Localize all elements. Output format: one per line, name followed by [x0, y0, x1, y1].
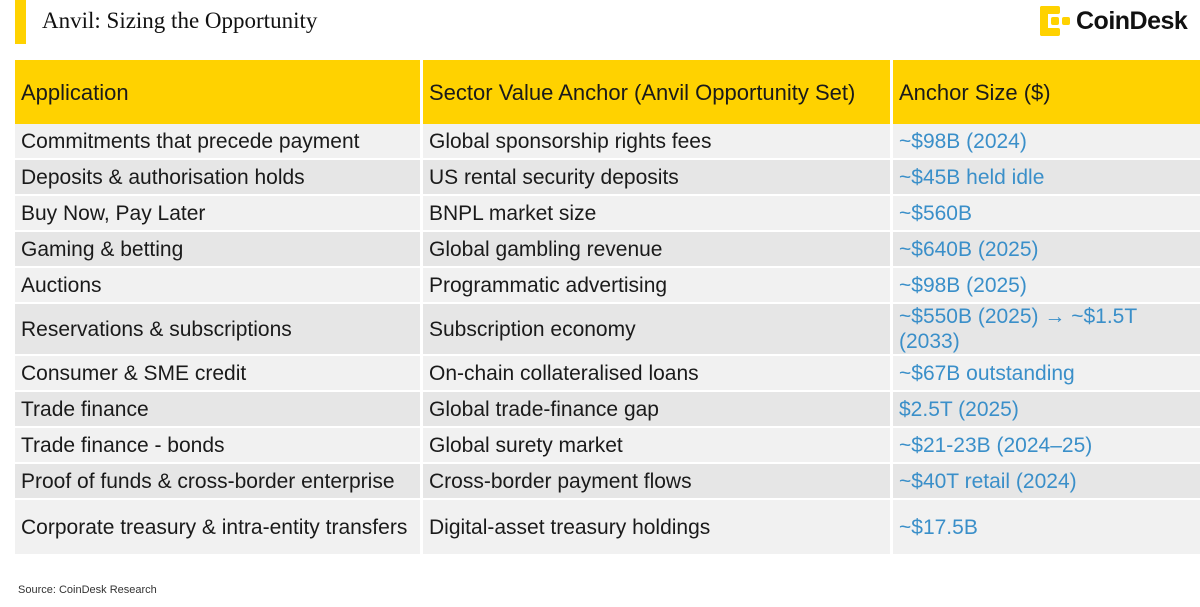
cell-size: $2.5T (2025): [890, 392, 1200, 428]
coindesk-logo: CoinDesk: [1040, 6, 1188, 36]
title-accent-bar: [15, 0, 26, 44]
cell-anchor: BNPL market size: [420, 196, 890, 232]
cell-size: ~$67B outstanding: [890, 356, 1200, 392]
column-header-anchor-size: Anchor Size ($): [890, 60, 1200, 124]
table-row: Consumer & SME credit On-chain collatera…: [15, 356, 1200, 392]
cell-size: ~$98B (2025): [890, 268, 1200, 304]
table-row: Trade finance - bonds Global surety mark…: [15, 428, 1200, 464]
cell-application: Auctions: [15, 268, 420, 304]
cell-application: Commitments that precede payment: [15, 124, 420, 160]
opportunity-table: Application Sector Value Anchor (Anvil O…: [15, 60, 1200, 556]
table-row: Buy Now, Pay Later BNPL market size ~$56…: [15, 196, 1200, 232]
cell-application: Reservations & subscriptions: [15, 304, 420, 356]
cell-anchor: Programmatic advertising: [420, 268, 890, 304]
cell-size: ~$40T retail (2024): [890, 464, 1200, 500]
cell-application: Consumer & SME credit: [15, 356, 420, 392]
cell-size: ~$21-23B (2024–25): [890, 428, 1200, 464]
cell-size: ~$560B: [890, 196, 1200, 232]
cell-anchor: Global sponsorship rights fees: [420, 124, 890, 160]
table-row: Corporate treasury & intra-entity transf…: [15, 500, 1200, 556]
coindesk-logo-text: CoinDesk: [1076, 6, 1188, 35]
source-note: Source: CoinDesk Research: [18, 584, 157, 596]
cell-anchor: On-chain collateralised loans: [420, 356, 890, 392]
cell-application: Proof of funds & cross-border enterprise: [15, 464, 420, 500]
cell-anchor: Subscription economy: [420, 304, 890, 356]
table-header-row: Application Sector Value Anchor (Anvil O…: [15, 60, 1200, 124]
column-header-application: Application: [15, 60, 420, 124]
column-header-sector-value-anchor: Sector Value Anchor (Anvil Opportunity S…: [420, 60, 890, 124]
cell-application: Corporate treasury & intra-entity transf…: [15, 500, 420, 556]
cell-application: Buy Now, Pay Later: [15, 196, 420, 232]
cell-anchor: US rental security deposits: [420, 160, 890, 196]
cell-size: ~$17.5B: [890, 500, 1200, 556]
cell-anchor: Global trade-finance gap: [420, 392, 890, 428]
table-row: Commitments that precede payment Global …: [15, 124, 1200, 160]
cell-size: ~$98B (2024): [890, 124, 1200, 160]
cell-application: Trade finance - bonds: [15, 428, 420, 464]
cell-application: Gaming & betting: [15, 232, 420, 268]
coindesk-logo-icon: [1040, 6, 1070, 36]
table-row: Deposits & authorisation holds US rental…: [15, 160, 1200, 196]
table-row: Reservations & subscriptions Subscriptio…: [15, 304, 1200, 356]
cell-size: ~$640B (2025): [890, 232, 1200, 268]
table-row: Proof of funds & cross-border enterprise…: [15, 464, 1200, 500]
page-title: Anvil: Sizing the Opportunity: [42, 8, 318, 33]
cell-application: Trade finance: [15, 392, 420, 428]
cell-anchor: Global gambling revenue: [420, 232, 890, 268]
table-row: Gaming & betting Global gambling revenue…: [15, 232, 1200, 268]
cell-anchor: Cross-border payment flows: [420, 464, 890, 500]
cell-anchor: Global surety market: [420, 428, 890, 464]
cell-size: ~$45B held idle: [890, 160, 1200, 196]
table-row: Trade finance Global trade-finance gap $…: [15, 392, 1200, 428]
cell-application: Deposits & authorisation holds: [15, 160, 420, 196]
table-row: Auctions Programmatic advertising ~$98B …: [15, 268, 1200, 304]
cell-size: ~$550B (2025) → ~$1.5T (2033): [890, 304, 1200, 356]
cell-anchor: Digital-asset treasury holdings: [420, 500, 890, 556]
